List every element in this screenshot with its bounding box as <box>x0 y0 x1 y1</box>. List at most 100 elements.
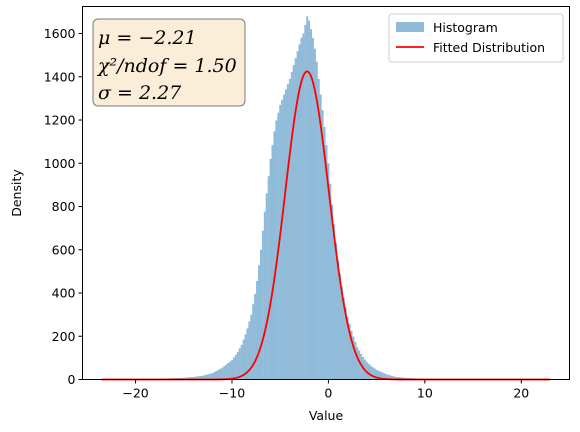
histogram-bar <box>366 362 368 380</box>
histogram-bar <box>312 37 314 380</box>
histogram-bar <box>283 94 286 380</box>
histogram-bar <box>209 373 212 380</box>
histogram-bar <box>352 336 355 380</box>
histogram-bar <box>354 341 357 380</box>
histogram-bar <box>313 48 316 380</box>
x-tick-label: −20 <box>122 386 148 401</box>
histogram-bar <box>339 273 341 380</box>
histogram-bar <box>298 44 301 380</box>
histogram-bar <box>225 364 228 380</box>
histogram-bar <box>400 377 403 380</box>
histogram-bar <box>200 375 203 380</box>
histogram-bar <box>344 307 347 380</box>
histogram-bar <box>310 29 313 380</box>
histogram-bar <box>381 372 384 380</box>
histogram-bar <box>371 367 374 380</box>
stats-box: μ = −2.21 χ²/ndof = 1.50 σ = 2.27 <box>92 18 246 107</box>
histogram-bars <box>96 16 552 380</box>
histogram-bar <box>192 376 195 380</box>
histogram-bar <box>319 94 322 380</box>
histogram-bar <box>265 193 268 380</box>
histogram-bar <box>205 374 208 380</box>
histogram-bar <box>202 375 205 380</box>
y-axis-label: Density <box>9 169 24 217</box>
histogram-bar <box>217 369 220 380</box>
y-tick-label: 0 <box>68 372 76 387</box>
histogram-bar <box>315 61 318 380</box>
histogram-bar <box>379 371 382 380</box>
histogram-bar <box>398 377 401 380</box>
histogram-bar <box>377 370 380 380</box>
histogram-bar <box>259 249 262 380</box>
histogram-bar <box>358 350 361 380</box>
histogram-bar <box>279 104 282 380</box>
histogram-bar <box>396 377 399 380</box>
histogram-bar <box>229 361 232 380</box>
histogram-bar <box>373 368 376 380</box>
y-tick-label: 800 <box>52 199 76 214</box>
histogram-bar <box>240 344 243 380</box>
histogram-bar <box>227 363 230 380</box>
histogram-bar <box>296 51 299 380</box>
histogram-bar <box>190 377 193 380</box>
histogram-bar <box>252 304 255 380</box>
histogram-bar <box>323 126 326 380</box>
histogram-bar <box>367 363 370 380</box>
y-tick-label: 1600 <box>44 26 76 41</box>
y-tick-label: 1400 <box>44 69 76 84</box>
histogram-bar <box>285 89 287 380</box>
histogram-bar <box>238 348 241 380</box>
histogram-bar <box>263 211 266 380</box>
histogram-bar <box>258 265 260 380</box>
histogram-bar <box>194 376 197 380</box>
y-tick-label: 1200 <box>44 113 76 128</box>
y-tick-label: 400 <box>52 286 76 301</box>
histogram-bar <box>402 377 405 380</box>
histogram-bar <box>219 368 222 380</box>
histogram-bar <box>211 373 214 380</box>
y-tick-label: 600 <box>52 242 76 257</box>
legend-histogram-swatch <box>396 22 424 32</box>
histogram-bar <box>356 347 359 380</box>
histogram-bar <box>331 204 334 380</box>
histogram-bar <box>350 330 353 380</box>
legend-histogram-label: Histogram <box>433 20 498 35</box>
histogram-bar <box>204 375 206 380</box>
histogram-bar <box>198 376 201 380</box>
histogram-bar <box>271 145 274 380</box>
histogram-bar <box>306 16 309 380</box>
histogram-bar <box>348 323 351 380</box>
y-tick-label: 1000 <box>44 156 76 171</box>
histogram-bar <box>232 357 235 380</box>
histogram-bar <box>256 280 259 380</box>
histogram-bar <box>286 84 289 380</box>
histogram-bar <box>327 163 330 380</box>
histogram-bar <box>369 365 372 380</box>
legend-fit-label: Fitted Distribution <box>433 40 545 55</box>
stats-chi2: χ²/ndof = 1.50 <box>96 55 237 77</box>
histogram-bar <box>267 176 270 380</box>
histogram-bar <box>231 360 233 380</box>
histogram-bar <box>389 375 392 380</box>
histogram-bar <box>304 24 307 380</box>
x-tick-label: −10 <box>219 386 245 401</box>
histogram-bar <box>308 20 311 380</box>
histogram-bar <box>273 131 276 380</box>
histogram-bar <box>342 297 345 380</box>
legend: Histogram Fitted Distribution <box>388 13 564 63</box>
x-tick-label: 10 <box>417 386 433 401</box>
histogram-bar <box>333 224 336 380</box>
histogram-bar <box>394 376 397 380</box>
histogram-bar <box>221 367 224 380</box>
histogram-bar <box>335 242 338 380</box>
histogram-bar <box>385 374 388 380</box>
histogram-bar <box>300 37 303 380</box>
histogram-bar <box>290 72 293 380</box>
histogram-bar <box>281 99 284 380</box>
plot-frame <box>82 6 570 380</box>
histogram-bar <box>261 230 264 380</box>
histogram-bar <box>254 293 257 380</box>
histogram-bar <box>387 374 390 380</box>
